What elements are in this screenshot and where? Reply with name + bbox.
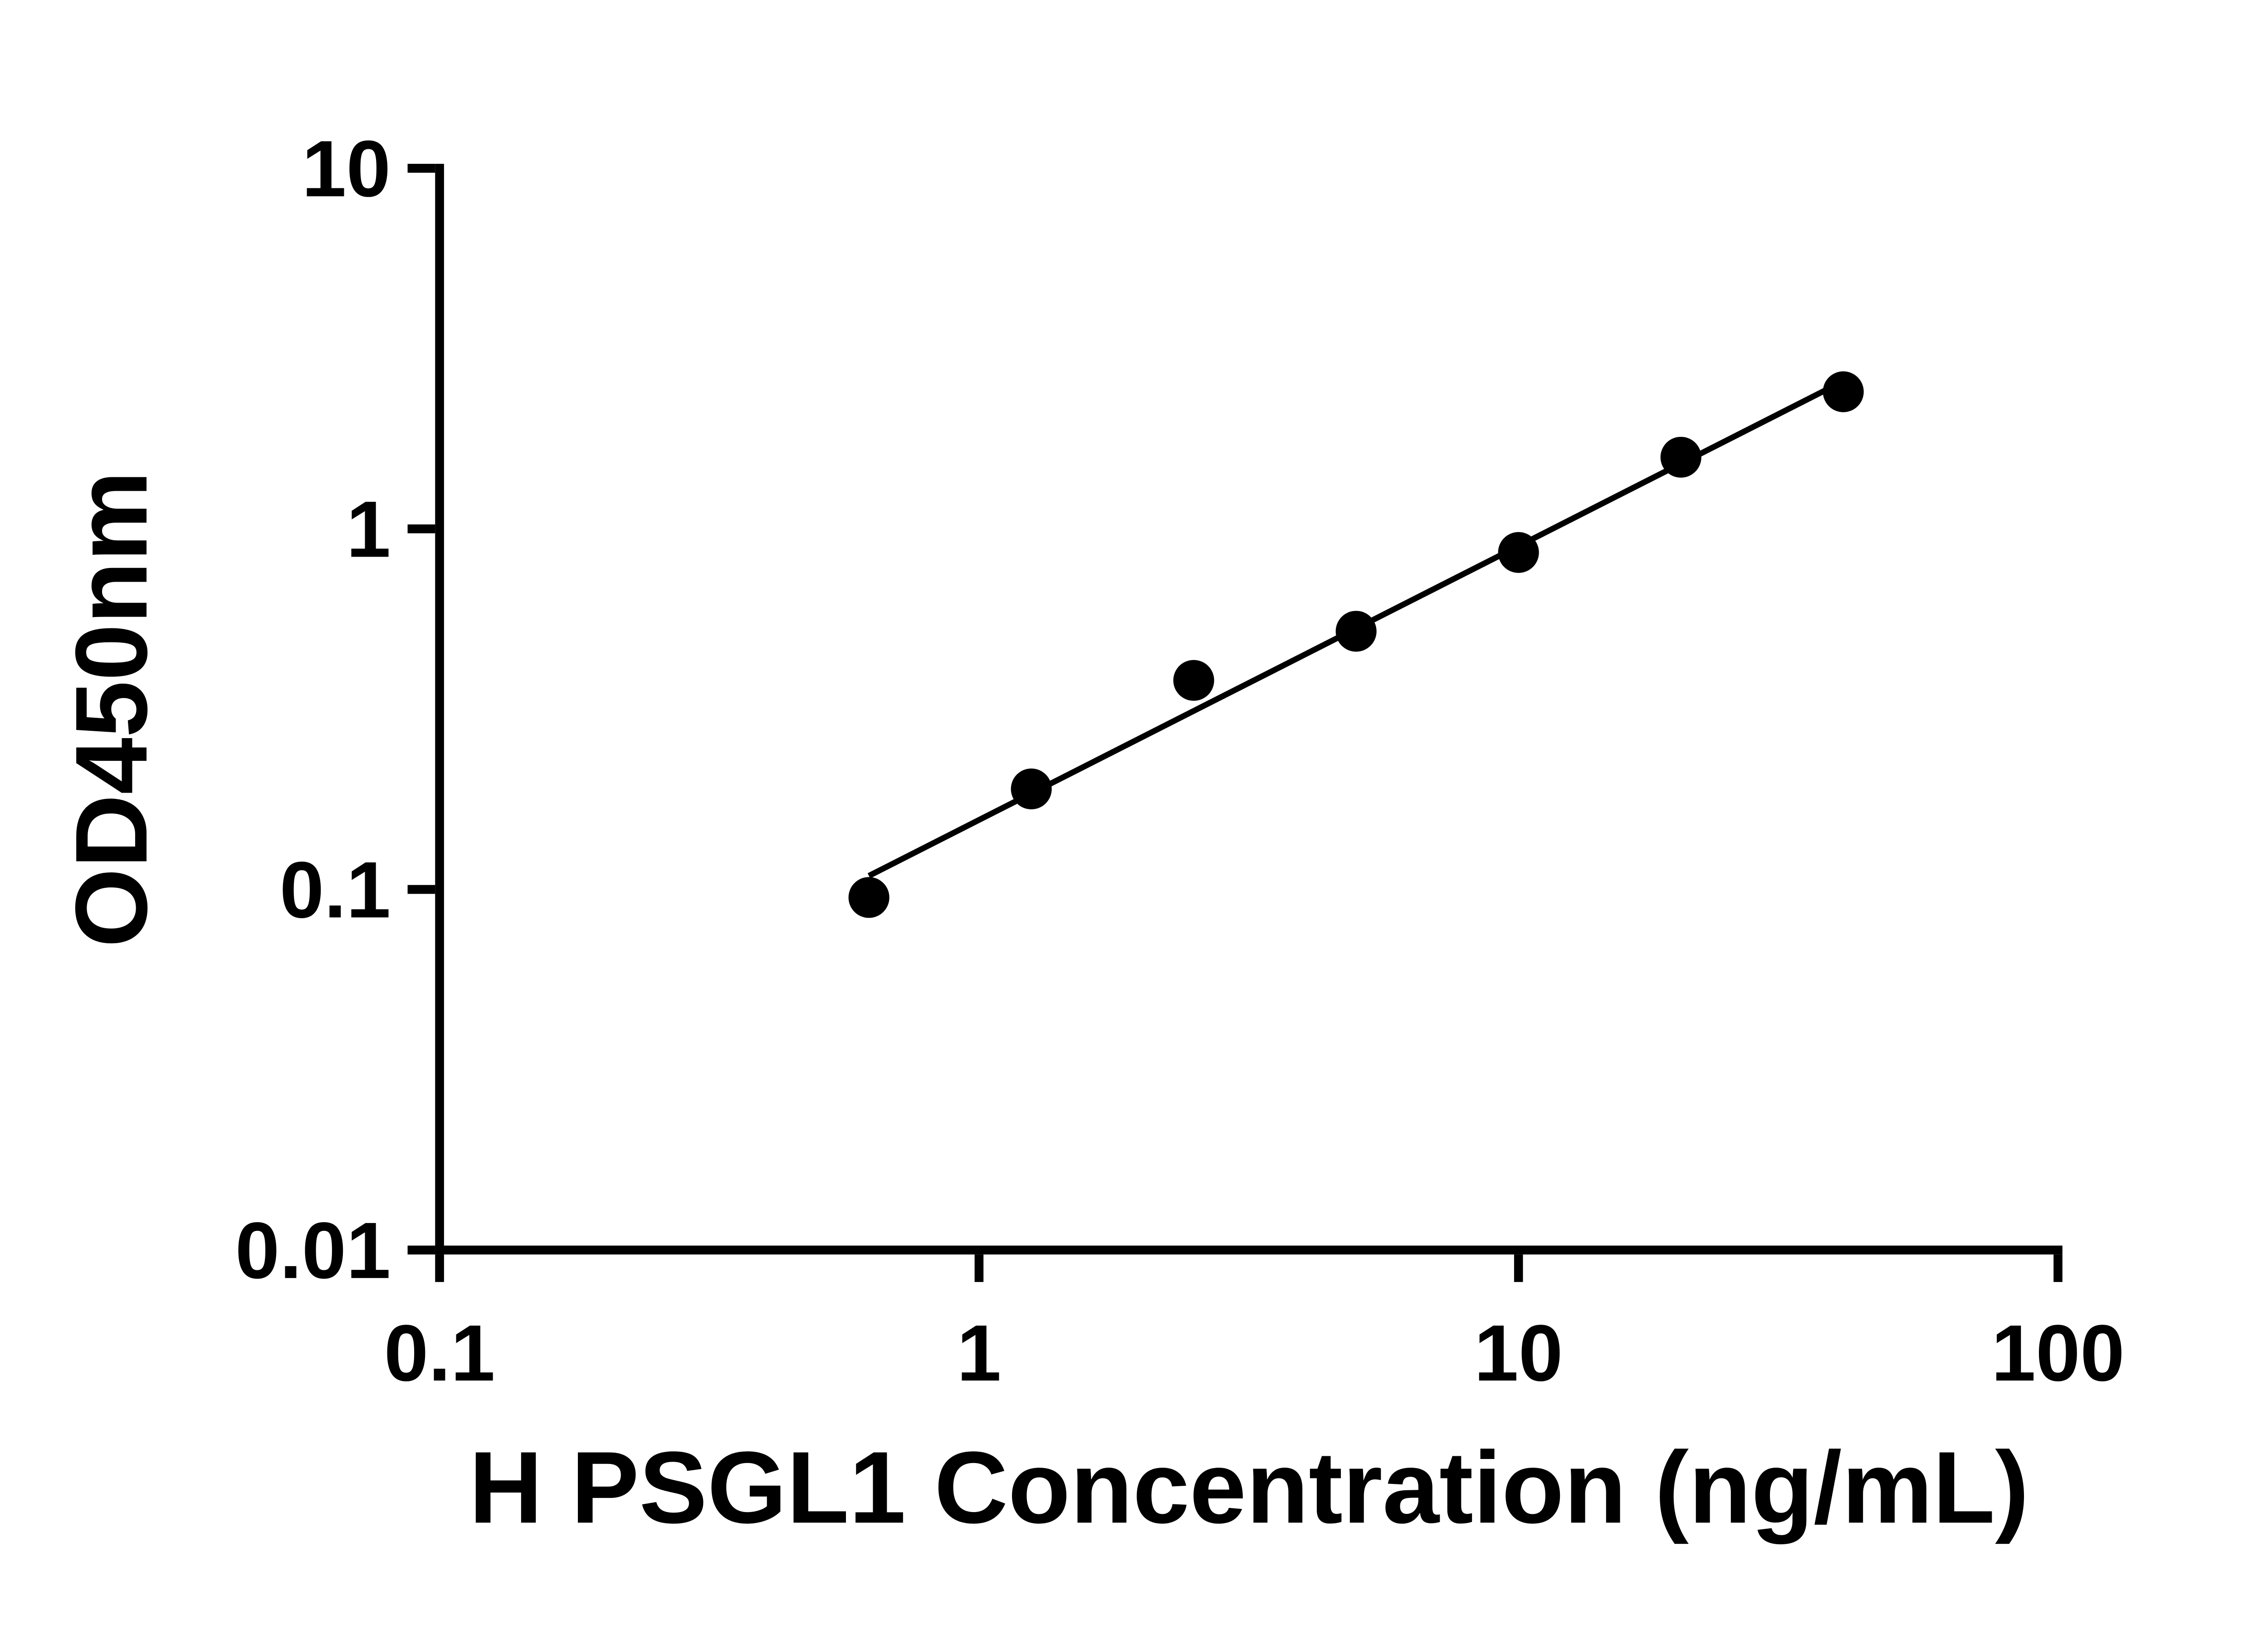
x-tick-label: 10 [1474,1308,1563,1398]
y-tick-label: 1 [346,485,391,574]
data-point [1011,768,1052,810]
ticks-layer [407,164,2063,1282]
series-layer [848,371,1864,918]
x-tick-label: 1 [957,1308,1001,1398]
data-point [1823,371,1864,412]
y-tick-label: 10 [302,124,391,214]
y-tick-label: 0.01 [235,1206,391,1295]
data-point [1335,611,1377,652]
data-point [848,877,890,918]
y-axis-title: OD450nm [54,471,168,948]
data-point [1498,532,1539,573]
data-point [1660,436,1701,478]
y-tick-label: 0.1 [279,845,391,935]
data-point [1173,660,1214,701]
axes-layer [435,164,2063,1255]
x-tick-label: 0.1 [384,1308,495,1398]
tick-labels-layer: 0.1 1 10 100 10 1 0.1 0.01 [235,124,2125,1398]
x-tick-label: 100 [1991,1308,2125,1398]
x-axis-title: H PSGL1 Concentration (ng/mL) [469,1430,2029,1544]
chart-background [0,17,2268,1618]
